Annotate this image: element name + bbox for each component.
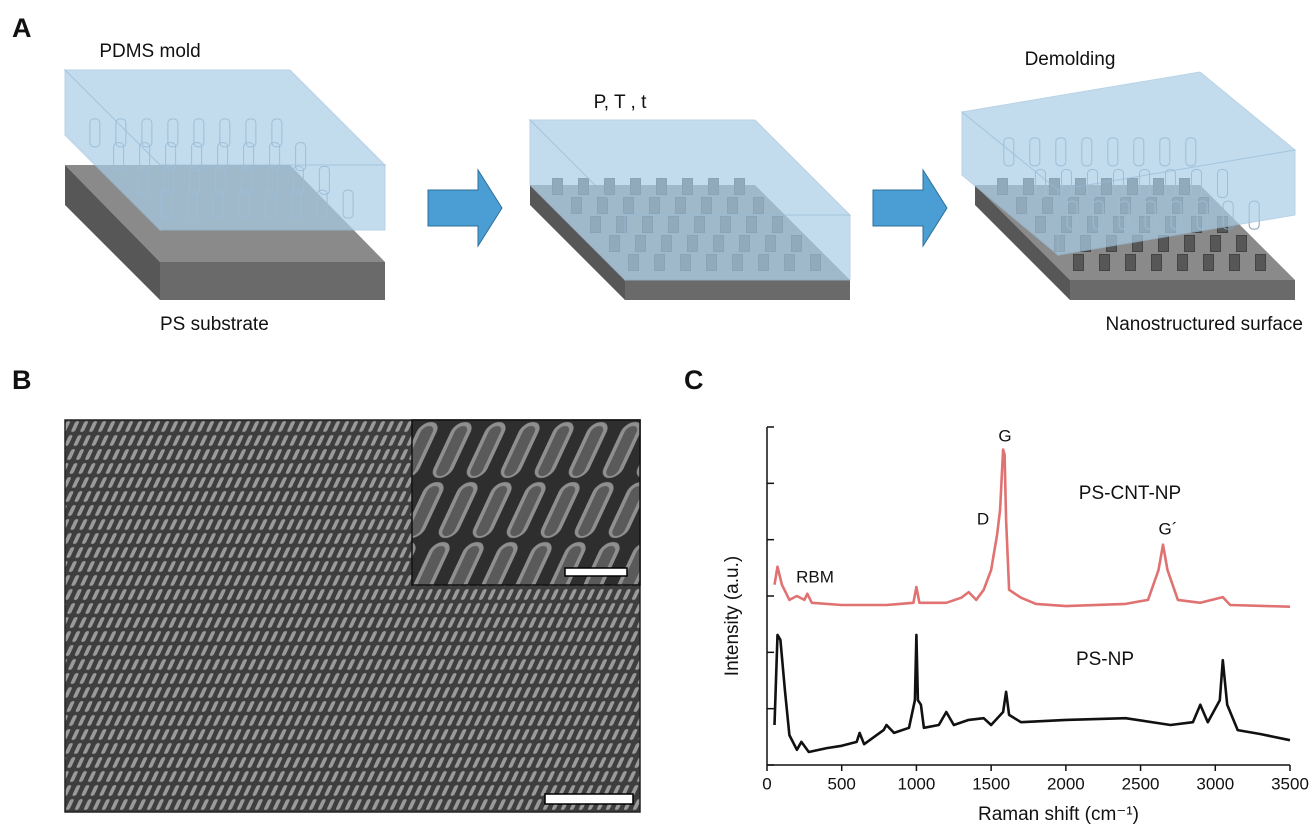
pillar: [1184, 235, 1195, 252]
label: Demolding: [1025, 49, 1116, 70]
pillar: [1177, 254, 1188, 271]
pillar: [1151, 254, 1162, 271]
pillar: [1255, 254, 1266, 271]
pillar: [1073, 254, 1084, 271]
x-tick-label: 2000: [1047, 774, 1085, 793]
x-tick-label: 500: [828, 774, 856, 793]
label: P, T , t: [594, 92, 648, 113]
annotation: RBM: [796, 567, 834, 586]
x-tick-label: 3000: [1196, 774, 1234, 793]
series-line: [773, 633, 1291, 754]
series-label: PS-NP: [1076, 649, 1134, 670]
pillar: [1099, 254, 1110, 271]
pillar: [1236, 235, 1247, 252]
pillar: [1203, 254, 1214, 271]
annotation: D: [977, 509, 989, 528]
y-axis-label: Intensity (a.u.): [722, 556, 743, 676]
x-tick-label: 2500: [1122, 774, 1160, 793]
pillar: [1210, 235, 1221, 252]
annotation: G: [998, 426, 1011, 445]
x-tick-label: 0: [762, 774, 771, 793]
arrow: [427, 168, 503, 248]
annotation: G´: [1159, 519, 1178, 538]
pillar: [1125, 254, 1136, 271]
sem-image: [64, 419, 641, 813]
label: PDMS mold: [99, 41, 200, 62]
series-label: PS-CNT-NP: [1079, 483, 1181, 504]
mold: [63, 68, 387, 232]
panel-label: A: [12, 13, 32, 43]
series-line: [773, 448, 1291, 608]
pillar: [1229, 254, 1240, 271]
x-axis-label: Raman shift (cm⁻¹): [978, 804, 1139, 825]
panel-label: C: [684, 365, 704, 395]
x-tick-label: 1500: [972, 774, 1010, 793]
label: PS substrate: [160, 314, 269, 335]
x-tick-label: 1000: [898, 774, 936, 793]
mold: [960, 71, 1297, 257]
x-tick-label: 3500: [1271, 774, 1309, 793]
mold: [528, 118, 852, 282]
raman-chart: 0 500 1000 1500 2000 2500 3000 3500 Raman shift …: [722, 426, 1309, 825]
panel-label: B: [12, 365, 32, 395]
arrow: [872, 168, 948, 248]
label: Nanostructured surface: [1106, 314, 1304, 335]
